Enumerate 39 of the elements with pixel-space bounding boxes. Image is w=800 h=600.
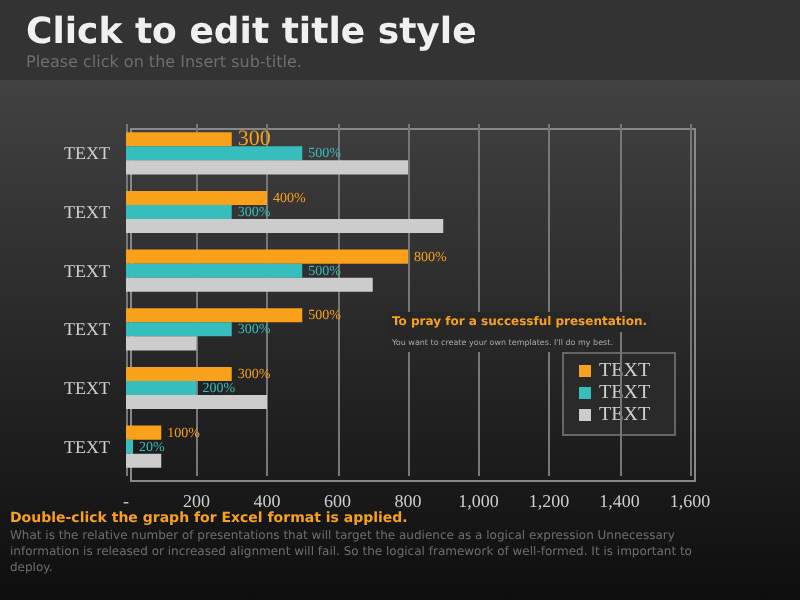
x-tick-label: 200: [183, 491, 211, 511]
bar: [126, 190, 267, 205]
legend-label: TEXT: [599, 404, 651, 426]
bar: [126, 132, 232, 147]
chart-subtitle: Please click on the Insert sub-title.: [26, 53, 302, 71]
y-tick-label: TEXT: [64, 436, 111, 457]
y-tick-label: TEXT: [64, 378, 111, 398]
bar: [126, 263, 303, 278]
y-tick-label: TEXT: [64, 143, 111, 164]
bar: [126, 146, 303, 161]
y-tick-label: TEXT: [64, 260, 111, 281]
bar: [126, 277, 373, 292]
chart-title: Click to edit title style: [26, 11, 477, 53]
x-tick-label: 1,600: [669, 491, 712, 511]
data-label: 300: [237, 127, 272, 152]
x-tick-label: -: [123, 491, 129, 511]
bar: [126, 453, 162, 468]
x-tick-label: 600: [324, 491, 352, 511]
x-tick-label: 1,000: [458, 491, 500, 511]
bar: [126, 249, 408, 264]
bar: [126, 322, 232, 337]
x-tick-label: 400: [253, 491, 282, 511]
bar: [126, 366, 232, 381]
x-tick-label: 1,400: [599, 491, 641, 511]
bar: [126, 439, 134, 454]
y-tick-label: TEXT: [64, 202, 111, 222]
bar: [126, 160, 408, 175]
bar: [126, 308, 303, 323]
y-tick-label: TEXT: [64, 319, 111, 340]
bar: [126, 219, 444, 234]
bar: [126, 336, 197, 351]
x-tick-label: 800: [394, 491, 423, 511]
bar: [126, 425, 162, 440]
bar: [126, 380, 197, 396]
bar: [126, 204, 232, 220]
bar: [126, 395, 267, 410]
legend-label: TEXT: [599, 360, 651, 382]
x-tick-label: 1,200: [528, 491, 571, 511]
legend-label: TEXT: [599, 382, 651, 404]
